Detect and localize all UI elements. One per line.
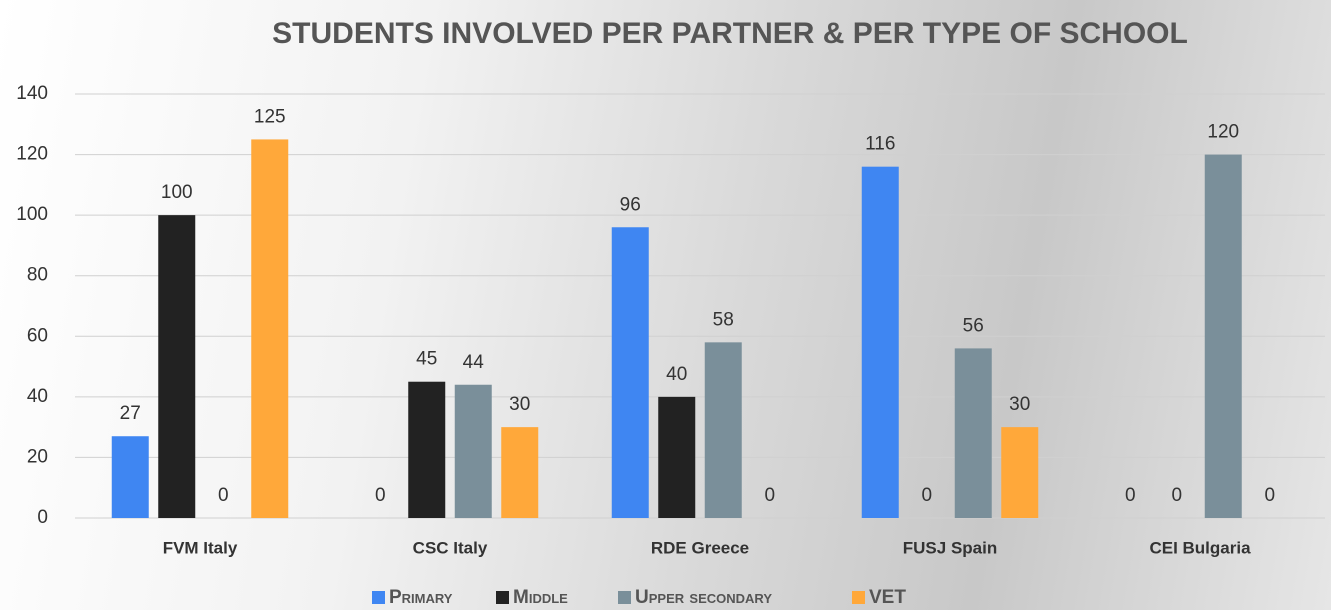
value-label: 30 <box>509 394 530 415</box>
value-label: 58 <box>713 309 734 330</box>
bar <box>658 397 695 518</box>
value-label: 40 <box>666 364 687 385</box>
bar <box>501 427 538 518</box>
x-tick-label: CSC Italy <box>413 538 488 557</box>
y-tick-label: 140 <box>16 83 48 104</box>
value-label: 0 <box>1125 485 1136 506</box>
bar <box>455 385 492 518</box>
x-tick-label: CEI Bulgaria <box>1149 538 1251 557</box>
value-label: 120 <box>1207 122 1239 143</box>
value-label: 100 <box>161 182 193 203</box>
value-label: 0 <box>218 485 229 506</box>
plot: 0 20 40 60 80 100 120 140 FVM Italy 27 100 0 125 CSC … <box>0 0 1331 610</box>
value-label: 0 <box>1171 485 1182 506</box>
legend-label: Upper secondary <box>635 587 772 608</box>
y-tick-label: 40 <box>27 386 48 407</box>
y-tick-label: 60 <box>27 325 48 346</box>
y-tick-label: 20 <box>27 446 48 467</box>
value-label: 44 <box>463 352 485 373</box>
value-label: 96 <box>620 194 641 215</box>
y-tick-label: 80 <box>27 265 48 286</box>
y-tick-label: 100 <box>16 204 48 225</box>
x-tick-label: FVM Italy <box>163 538 238 557</box>
value-label: 30 <box>1009 394 1030 415</box>
value-label: 0 <box>764 485 775 506</box>
bar <box>158 215 195 518</box>
legend-swatch <box>852 591 865 604</box>
x-tick-label: FUSJ Spain <box>903 538 997 557</box>
value-label: 125 <box>254 106 286 127</box>
y-tick-label: 0 <box>37 507 48 528</box>
y-tick-label: 120 <box>16 144 48 165</box>
value-label: 0 <box>1264 485 1275 506</box>
bar <box>408 382 445 518</box>
value-label: 56 <box>963 315 984 336</box>
value-label: 116 <box>865 134 895 155</box>
legend-swatch <box>618 591 631 604</box>
bar <box>112 436 149 518</box>
bar <box>955 348 992 518</box>
bar <box>1205 155 1242 518</box>
legend-swatch <box>496 591 509 604</box>
bar <box>1001 427 1038 518</box>
legend-swatch <box>372 591 385 604</box>
legend-label: Primary <box>389 587 453 608</box>
value-label: 0 <box>375 485 386 506</box>
bar <box>612 227 649 518</box>
bar <box>862 167 899 518</box>
x-tick-label: RDE Greece <box>651 538 749 557</box>
bar <box>705 342 742 518</box>
value-label: 27 <box>120 403 141 424</box>
chart: STUDENTS INVOLVED PER PARTNER & PER TYPE… <box>0 0 1331 610</box>
value-label: 45 <box>416 349 437 370</box>
legend-label: Middle <box>513 587 568 608</box>
value-label: 0 <box>921 485 932 506</box>
legend-label: VET <box>869 587 906 608</box>
bar <box>251 139 288 518</box>
